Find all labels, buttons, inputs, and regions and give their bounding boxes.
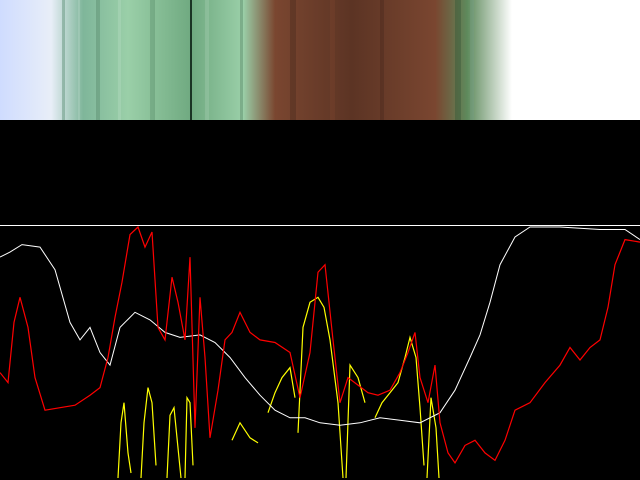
spectrum-strip-graphic bbox=[0, 0, 640, 120]
spectrum-streak bbox=[78, 0, 80, 120]
spectrum-streak bbox=[380, 0, 384, 120]
spectrum-streak bbox=[420, 0, 423, 120]
spectrum-streak bbox=[205, 0, 209, 120]
yellow-trace-segment bbox=[426, 397, 440, 479]
yellow-trace-group bbox=[117, 296, 440, 479]
spectrum-streak bbox=[455, 0, 461, 120]
signal-plot-canvas bbox=[0, 225, 640, 479]
red-trace bbox=[0, 225, 640, 465]
blank-black-band bbox=[0, 120, 640, 225]
spectrum-streak bbox=[150, 0, 155, 120]
yellow-trace-segment bbox=[117, 402, 132, 479]
spectrum-streak bbox=[290, 0, 296, 120]
yellow-trace-segment bbox=[184, 395, 194, 479]
spectrum-streak bbox=[118, 0, 121, 120]
yellow-trace-segment bbox=[267, 366, 296, 413]
yellow-trace-segment bbox=[345, 363, 366, 479]
yellow-trace-segment bbox=[140, 387, 157, 479]
spectrum-stripe-lines bbox=[62, 0, 474, 120]
spectrum-streak bbox=[190, 0, 192, 120]
yellow-trace-segment bbox=[166, 405, 182, 479]
spectrum-color-strip bbox=[0, 0, 640, 120]
yellow-trace-segment bbox=[374, 335, 425, 466]
yellow-trace-segment bbox=[297, 296, 344, 479]
signal-plot bbox=[0, 225, 640, 480]
spectrum-streak bbox=[62, 0, 65, 120]
yellow-trace-segment bbox=[231, 421, 259, 444]
spectrum-fill bbox=[0, 0, 640, 120]
spectrum-streak bbox=[240, 0, 243, 120]
spectrum-streak bbox=[96, 0, 100, 120]
white-trace bbox=[0, 226, 640, 426]
spectrum-streak bbox=[330, 0, 335, 120]
spectrum-streak bbox=[470, 0, 474, 120]
